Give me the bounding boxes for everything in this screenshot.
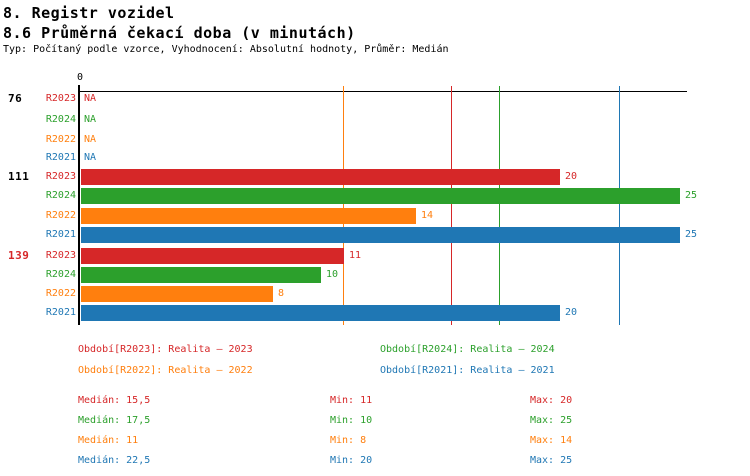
series-label-r2023: R2023: [45, 93, 76, 104]
stat-min-r2021: Min: 20: [330, 455, 373, 466]
series-label-r2023: R2023: [45, 171, 76, 182]
median-line-r2024: [499, 86, 500, 325]
group-label-76: 76: [8, 92, 23, 105]
legend-item-r2024: Období[R2024]: Realita – 2024: [380, 344, 555, 355]
value-label-111-r2023: 20: [565, 171, 578, 182]
value-label-76-r2022: NA: [84, 134, 97, 145]
stat-median-r2024: Medián: 17,5: [78, 415, 151, 426]
series-label-r2022: R2022: [45, 210, 76, 221]
legend-item-r2021: Období[R2021]: Realita – 2021: [380, 365, 555, 376]
bar-139-r2022: [81, 286, 273, 302]
series-label-r2022: R2022: [45, 134, 76, 145]
y-axis-line: [78, 85, 80, 325]
series-label-r2024: R2024: [45, 114, 76, 125]
bar-139-r2021: [81, 305, 560, 321]
stat-median-r2022: Medián: 11: [78, 435, 139, 446]
legend-item-r2022: Období[R2022]: Realita – 2022: [78, 365, 253, 376]
value-label-111-r2024: 25: [685, 190, 698, 201]
stat-max-r2022: Max: 14: [530, 435, 573, 446]
series-label-r2022: R2022: [45, 288, 76, 299]
bar-111-r2024: [81, 188, 680, 204]
value-label-111-r2021: 25: [685, 229, 698, 240]
bar-111-r2021: [81, 227, 680, 243]
group-label-139: 139: [8, 249, 30, 262]
median-line-r2023: [451, 86, 452, 325]
series-label-r2021: R2021: [45, 229, 76, 240]
stat-max-r2024: Max: 25: [530, 415, 573, 426]
value-label-76-r2023: NA: [84, 93, 97, 104]
chart-meta: Typ: Počítaný podle vzorce, Vyhodnocení:…: [3, 44, 449, 55]
value-label-139-r2021: 20: [565, 307, 578, 318]
series-label-r2021: R2021: [45, 307, 76, 318]
value-label-76-r2024: NA: [84, 114, 97, 125]
stat-max-r2021: Max: 25: [530, 455, 573, 466]
value-label-139-r2023: 11: [349, 250, 362, 261]
stat-median-r2021: Medián: 22,5: [78, 455, 151, 466]
x-axis-line: [78, 91, 687, 92]
bar-111-r2023: [81, 169, 560, 185]
bar-139-r2023: [81, 248, 344, 264]
stat-max-r2023: Max: 20: [530, 395, 573, 406]
series-label-r2024: R2024: [45, 269, 76, 280]
axis-zero-label: 0: [76, 72, 84, 83]
bar-139-r2024: [81, 267, 321, 283]
series-label-r2024: R2024: [45, 190, 76, 201]
median-line-r2021: [619, 86, 620, 325]
stat-median-r2023: Medián: 15,5: [78, 395, 151, 406]
group-label-111: 111: [8, 170, 30, 183]
legend-item-r2023: Období[R2023]: Realita – 2023: [78, 344, 253, 355]
series-label-r2021: R2021: [45, 152, 76, 163]
value-label-111-r2022: 14: [421, 210, 434, 221]
value-label-139-r2024: 10: [326, 269, 339, 280]
value-label-139-r2022: 8: [278, 288, 285, 299]
bar-111-r2022: [81, 208, 416, 224]
median-line-r2022: [343, 86, 344, 325]
value-label-76-r2021: NA: [84, 152, 97, 163]
stat-min-r2024: Min: 10: [330, 415, 373, 426]
series-label-r2023: R2023: [45, 250, 76, 261]
stat-min-r2022: Min: 8: [330, 435, 367, 446]
page-title: 8. Registr vozidel: [3, 4, 175, 22]
chart-subtitle: 8.6 Průměrná čekací doba (v minutách): [3, 24, 356, 42]
stat-min-r2023: Min: 11: [330, 395, 373, 406]
